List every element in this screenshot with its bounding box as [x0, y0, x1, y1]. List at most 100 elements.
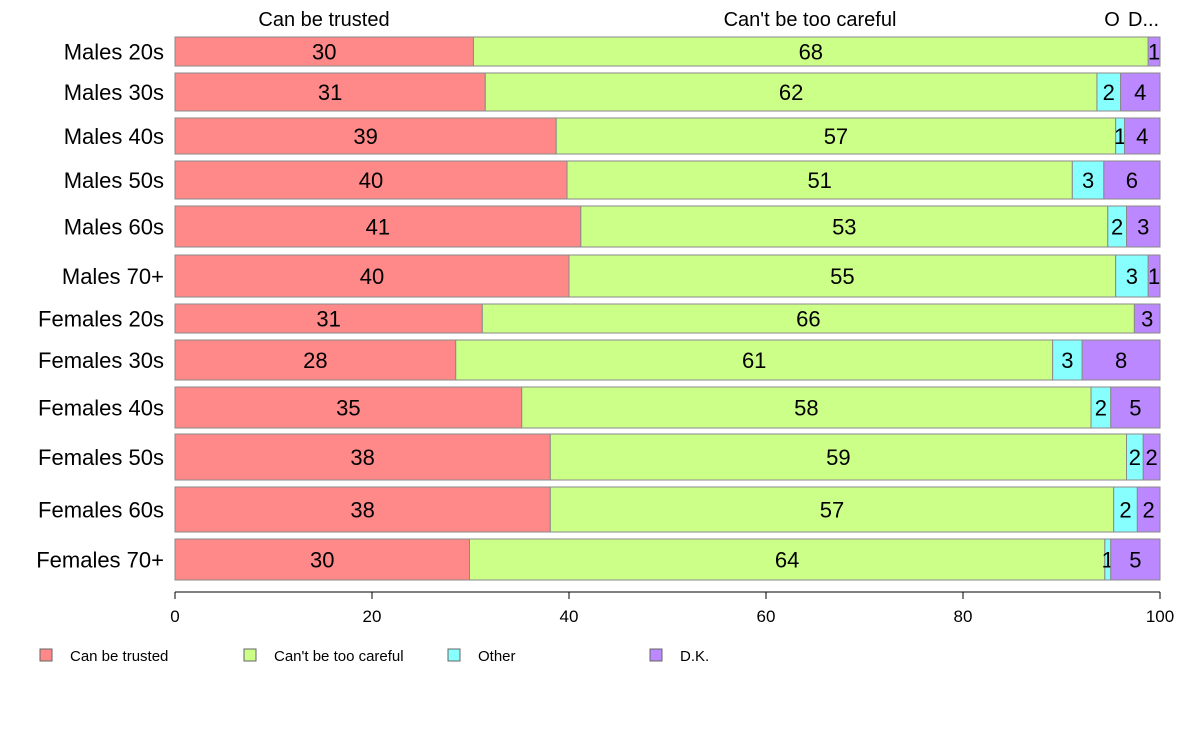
- data-label: 2: [1111, 215, 1123, 240]
- top-label: Can't be too careful: [724, 9, 897, 31]
- data-label: 38: [350, 445, 374, 470]
- data-label: 28: [303, 348, 327, 373]
- bar-segment-can-be-trusted: [174, 36, 474, 67]
- data-label: 62: [779, 80, 803, 105]
- data-label: 39: [353, 124, 377, 149]
- y-label: Females 30s: [38, 348, 164, 373]
- bar-segment-d-k-: [1124, 117, 1161, 155]
- bar-segment-can-t-be-too-careful: [580, 205, 1109, 248]
- bar-segment-d-k-: [1136, 486, 1161, 533]
- legend-swatch: [39, 648, 53, 662]
- data-label: 2: [1119, 498, 1131, 523]
- data-label: 61: [742, 348, 766, 373]
- y-label: Males 20s: [64, 40, 164, 65]
- data-label: 38: [350, 498, 374, 523]
- x-tick-label: 100: [1146, 607, 1174, 626]
- top-label: O: [1104, 9, 1120, 31]
- bar-segment-d-k-: [1110, 538, 1161, 581]
- bar-segment-d-k-: [1142, 433, 1161, 481]
- bar-segment-d-k-: [1103, 160, 1161, 200]
- data-label: 57: [824, 124, 848, 149]
- top-label: D...: [1128, 9, 1159, 31]
- data-label: 2: [1095, 396, 1107, 421]
- data-label: 3: [1061, 348, 1073, 373]
- bar-segment-can-t-be-too-careful: [481, 303, 1135, 334]
- data-label: 4: [1134, 80, 1146, 105]
- y-label: Males 60s: [64, 215, 164, 240]
- data-label: 3: [1141, 307, 1153, 332]
- data-label: 59: [826, 445, 850, 470]
- bar-segment-can-t-be-too-careful: [455, 339, 1054, 381]
- y-label: Females 70+: [36, 548, 164, 573]
- y-label: Females 60s: [38, 498, 164, 523]
- top-label: Can be trusted: [258, 9, 389, 31]
- bar-segment-d-k-: [1081, 339, 1161, 381]
- data-label: 8: [1115, 348, 1127, 373]
- data-label: 1: [1114, 124, 1126, 149]
- x-tick-label: 80: [954, 607, 973, 626]
- y-label: Females 40s: [38, 396, 164, 421]
- bars: 30 68 131 62 2 439 57 1 440 51 3 641 53 2 340 55 3 131 66 3…: [174, 36, 1161, 581]
- data-label: 53: [832, 215, 856, 240]
- y-label: Males 70+: [62, 264, 164, 289]
- bar-segment-can-be-trusted: [174, 117, 557, 155]
- legend-label: Can't be too careful: [274, 648, 404, 665]
- data-label: 5: [1129, 396, 1141, 421]
- x-tick-label: 40: [560, 607, 579, 626]
- y-label: Females 20s: [38, 307, 164, 332]
- bar-segment-can-be-trusted: [174, 303, 483, 334]
- y-label: Males 30s: [64, 80, 164, 105]
- bar-segment-d-k-: [1147, 254, 1161, 298]
- legend: Can be trusted Can't be too careful Other D…: [39, 648, 709, 665]
- bar-segment-can-t-be-too-careful: [549, 486, 1115, 533]
- bar-segment-d-k-: [1126, 205, 1161, 248]
- legend-label: D.K.: [680, 648, 709, 665]
- data-label: 40: [360, 264, 384, 289]
- data-label: 55: [830, 264, 854, 289]
- y-label: Females 50s: [38, 445, 164, 470]
- legend-swatch: [649, 648, 663, 662]
- data-label: 2: [1146, 445, 1158, 470]
- data-label: 2: [1103, 80, 1115, 105]
- data-label: 31: [316, 307, 340, 332]
- data-label: 3: [1137, 215, 1149, 240]
- bar-segment-other: [1071, 160, 1105, 200]
- legend-label: Can be trusted: [70, 648, 168, 665]
- bar-segment-other: [1052, 339, 1083, 381]
- bar-segment-can-be-trusted: [174, 160, 568, 200]
- top-labels: Can be trusted Can't be too careful O D...: [258, 9, 1159, 31]
- x-tick-label: 20: [363, 607, 382, 626]
- bar-segment-can-t-be-too-careful: [568, 254, 1117, 298]
- bar-segment-can-t-be-too-careful: [521, 386, 1092, 429]
- bar-segment-can-t-be-too-careful: [555, 117, 1117, 155]
- data-label: 57: [820, 498, 844, 523]
- legend-swatch: [447, 648, 461, 662]
- bar-segment-can-be-trusted: [174, 386, 523, 429]
- y-label: Males 50s: [64, 168, 164, 193]
- data-label: 64: [775, 548, 799, 573]
- x-axis: 0 20 40 60 80 100: [170, 591, 1174, 626]
- data-label: 68: [799, 40, 823, 65]
- bar-segment-can-be-trusted: [174, 205, 582, 248]
- data-label: 1: [1148, 40, 1160, 65]
- bar-segment-can-be-trusted: [174, 486, 551, 533]
- data-label: 3: [1126, 264, 1138, 289]
- data-label: 1: [1148, 264, 1160, 289]
- bar-segment-d-k-: [1147, 36, 1161, 67]
- y-axis-labels: Males 20s Males 30s Males 40s Males 50s Male…: [36, 40, 164, 573]
- data-label: 2: [1129, 445, 1141, 470]
- data-label: 35: [336, 396, 360, 421]
- bar-segment-d-k-: [1120, 72, 1161, 112]
- bar-segment-can-be-trusted: [174, 254, 570, 298]
- data-label: 2: [1143, 498, 1155, 523]
- bar-segment-other: [1115, 254, 1149, 298]
- data-label: 66: [796, 307, 820, 332]
- data-label: 4: [1136, 124, 1148, 149]
- x-tick-label: 60: [757, 607, 776, 626]
- bar-segment-d-k-: [1133, 303, 1161, 334]
- bar-segment-can-t-be-too-careful: [549, 433, 1128, 481]
- data-label: 51: [807, 168, 831, 193]
- bar-segment-can-t-be-too-careful: [472, 36, 1149, 67]
- y-label: Males 40s: [64, 124, 164, 149]
